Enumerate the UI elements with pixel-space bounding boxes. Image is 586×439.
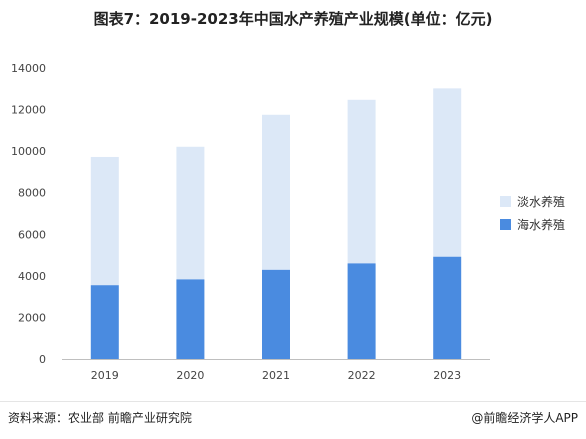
bar-freshwater bbox=[347, 99, 376, 264]
x-tick-label: 2022 bbox=[348, 369, 376, 382]
y-tick-label: 8000 bbox=[18, 187, 46, 200]
footer-divider bbox=[0, 401, 586, 402]
bar-freshwater bbox=[176, 146, 205, 280]
y-tick-label: 0 bbox=[39, 353, 46, 366]
bar-freshwater bbox=[90, 156, 119, 286]
chart-title: 图表7：2019-2023年中国水产养殖产业规模(单位：亿元) bbox=[93, 10, 493, 28]
y-tick-label: 6000 bbox=[18, 228, 46, 241]
legend-swatch bbox=[500, 219, 511, 230]
bar-marine bbox=[176, 279, 205, 359]
brand-credit: @前瞻经济学人APP bbox=[471, 411, 578, 425]
bar-marine bbox=[262, 269, 290, 359]
y-tick-label: 12000 bbox=[11, 104, 46, 117]
footer: 资料来源：农业部 前瞻产业研究院 @前瞻经济学人APP bbox=[0, 401, 586, 429]
y-tick-label: 2000 bbox=[18, 311, 46, 324]
y-tick-label: 10000 bbox=[11, 145, 46, 158]
y-tick-label: 4000 bbox=[18, 270, 46, 283]
source-note: 资料来源：农业部 前瞻产业研究院 bbox=[8, 411, 192, 425]
x-tick-label: 2023 bbox=[433, 369, 461, 382]
legend-label: 海水养殖 bbox=[517, 217, 565, 232]
bar-marine bbox=[90, 285, 119, 359]
x-tick-label: 2019 bbox=[91, 369, 119, 382]
bar-marine bbox=[433, 256, 462, 359]
legend-swatch bbox=[500, 196, 511, 207]
y-tick-label: 14000 bbox=[11, 62, 46, 75]
legend-label: 淡水养殖 bbox=[517, 194, 565, 209]
x-tick-label: 2020 bbox=[176, 369, 204, 382]
x-tick-label: 2021 bbox=[262, 369, 290, 382]
bar-freshwater bbox=[262, 114, 290, 270]
bar-marine bbox=[347, 263, 376, 359]
bar-freshwater bbox=[433, 88, 462, 257]
